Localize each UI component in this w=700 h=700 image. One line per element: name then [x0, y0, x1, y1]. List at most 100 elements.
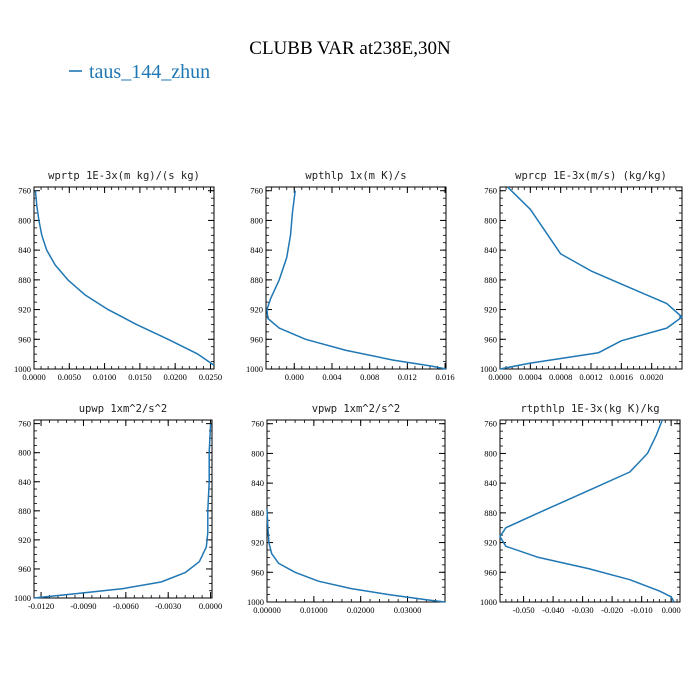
y-tick-label: 920	[484, 538, 497, 548]
x-tick-label: -0.050	[513, 605, 535, 615]
series-line	[33, 423, 212, 599]
panel-2: wpthlp 1x(m K)/s 0.000 0.004 0.008 0.012 0.01…	[246, 170, 455, 382]
y-tick-label: 960	[250, 334, 263, 344]
x-tick-label: -0.0090	[70, 601, 96, 611]
y-tick-label: 880	[18, 275, 31, 285]
y-tick-label: 880	[250, 275, 263, 285]
y-tick-label: 840	[484, 478, 497, 488]
y-tick-label: 840	[251, 478, 264, 488]
y-tick-label: 760	[18, 419, 31, 429]
x-tick-label: 0.00000	[253, 605, 281, 615]
y-tick-label: 800	[484, 448, 497, 458]
x-tick-label: -0.040	[542, 605, 564, 615]
y-tick-label: 920	[484, 305, 497, 315]
x-tick-label: 0.016	[435, 372, 454, 382]
legend-label: taus_144_zhun	[89, 61, 210, 83]
plot-frame	[266, 419, 446, 603]
y-tick-label: 1000	[480, 364, 497, 374]
x-tick-label: -0.010	[631, 605, 653, 615]
x-tick-label: 0.0004	[519, 372, 543, 382]
y-tick-label: 800	[18, 215, 31, 225]
y-tick-label: 840	[484, 245, 497, 255]
panel-1: wprtp 1E-3x(m kg)/(s kg) 0.0000 0.0050 0.01…	[14, 170, 222, 382]
x-tick-label: 0.0008	[549, 372, 572, 382]
y-tick-label: 960	[18, 564, 31, 574]
y-tick-label: 960	[251, 567, 264, 577]
panel-title: upwp 1xm^2/s^2	[79, 403, 168, 415]
x-tick-label: 0.0020	[640, 372, 663, 382]
x-tick-label: 0.0100	[93, 372, 116, 382]
x-tick-label: 0.03000	[394, 605, 422, 615]
x-tick-label: 0.02000	[347, 605, 375, 615]
x-tick-label: -0.0030	[155, 601, 181, 611]
x-tick-label: -0.030	[572, 605, 594, 615]
x-tick-label: 0.01000	[300, 605, 328, 615]
y-tick-label: 1000	[246, 364, 263, 374]
panel-4: upwp 1xm^2/s^2 -0.0120 -0.0090 -0.0060 -0.00…	[14, 403, 222, 611]
y-tick-label: 760	[18, 186, 31, 196]
x-tick-label: 0.0016	[610, 372, 633, 382]
x-tick-label: 0.008	[360, 372, 379, 382]
x-tick-label: 0.0000	[22, 372, 45, 382]
x-tick-label: -0.0060	[113, 601, 139, 611]
series-line	[34, 190, 215, 366]
y-tick-label: 920	[251, 538, 264, 548]
y-tick-label: 1000	[247, 597, 264, 607]
y-tick-label: 800	[250, 215, 263, 225]
y-tick-label: 920	[18, 305, 31, 315]
y-tick-label: 840	[18, 245, 31, 255]
series-line	[499, 419, 675, 603]
x-tick-label: -0.0120	[28, 601, 54, 611]
plot-frame	[33, 419, 213, 599]
panel-grid: wprtp 1E-3x(m kg)/(s kg) 0.0000 0.0050 0.01…	[14, 170, 683, 615]
x-tick-label: 0.0200	[163, 372, 186, 382]
series-line	[266, 509, 446, 603]
x-tick-label: 0.0012	[579, 372, 602, 382]
x-tick-label: 0.0150	[128, 372, 151, 382]
x-tick-label: 0.004	[322, 372, 342, 382]
y-tick-label: 760	[250, 186, 263, 196]
x-tick-label: 0.000	[662, 605, 681, 615]
plot-frame	[33, 186, 215, 370]
series-line	[499, 186, 683, 370]
panel-title: rtpthlp 1E-3x(kg K)/kg	[520, 403, 659, 415]
y-tick-label: 960	[18, 334, 31, 344]
panel-5: vpwp 1xm^2/s^2 0.00000 0.01000 0.02000 0.030…	[247, 403, 446, 615]
panel-title: vpwp 1xm^2/s^2	[312, 403, 401, 415]
plot-frame	[499, 419, 681, 603]
panel-title: wpthlp 1x(m K)/s	[305, 170, 406, 182]
panel-title: wprtp 1E-3x(m kg)/(s kg)	[48, 170, 200, 182]
y-tick-label: 1000	[480, 597, 497, 607]
y-tick-label: 800	[18, 448, 31, 458]
x-tick-label: 0.012	[398, 372, 417, 382]
x-tick-label: 0.0000	[199, 601, 222, 611]
y-tick-label: 960	[484, 334, 497, 344]
plot-frame	[499, 186, 683, 370]
panel-3: wprcp 1E-3x(m/s) (kg/kg) 0.0000 0.0004 0.00…	[480, 170, 683, 382]
y-tick-label: 880	[251, 508, 264, 518]
panel-6: rtpthlp 1E-3x(kg K)/kg -0.050 -0.040 -0.030…	[480, 403, 681, 615]
y-tick-label: 840	[18, 477, 31, 487]
plot-frame	[265, 186, 447, 370]
panel-title: wprcp 1E-3x(m/s) (kg/kg)	[515, 170, 667, 182]
y-tick-label: 800	[484, 215, 497, 225]
x-tick-label: 0.000	[285, 372, 304, 382]
y-tick-label: 760	[484, 419, 497, 429]
y-tick-label: 920	[250, 305, 263, 315]
y-tick-label: 1000	[14, 364, 31, 374]
y-tick-label: 880	[484, 275, 497, 285]
y-tick-label: 760	[251, 419, 264, 429]
y-tick-label: 960	[484, 567, 497, 577]
x-tick-label: 0.0000	[488, 372, 511, 382]
y-tick-label: 800	[251, 448, 264, 458]
x-tick-label: 0.0250	[199, 372, 222, 382]
series-line	[266, 190, 447, 370]
y-tick-label: 840	[250, 245, 263, 255]
figure-title: CLUBB VAR at238E,30N	[249, 38, 451, 59]
y-tick-label: 1000	[14, 593, 31, 603]
y-tick-label: 920	[18, 535, 31, 545]
y-tick-label: 760	[484, 186, 497, 196]
x-tick-label: -0.020	[601, 605, 623, 615]
x-tick-label: 0.0050	[58, 372, 81, 382]
